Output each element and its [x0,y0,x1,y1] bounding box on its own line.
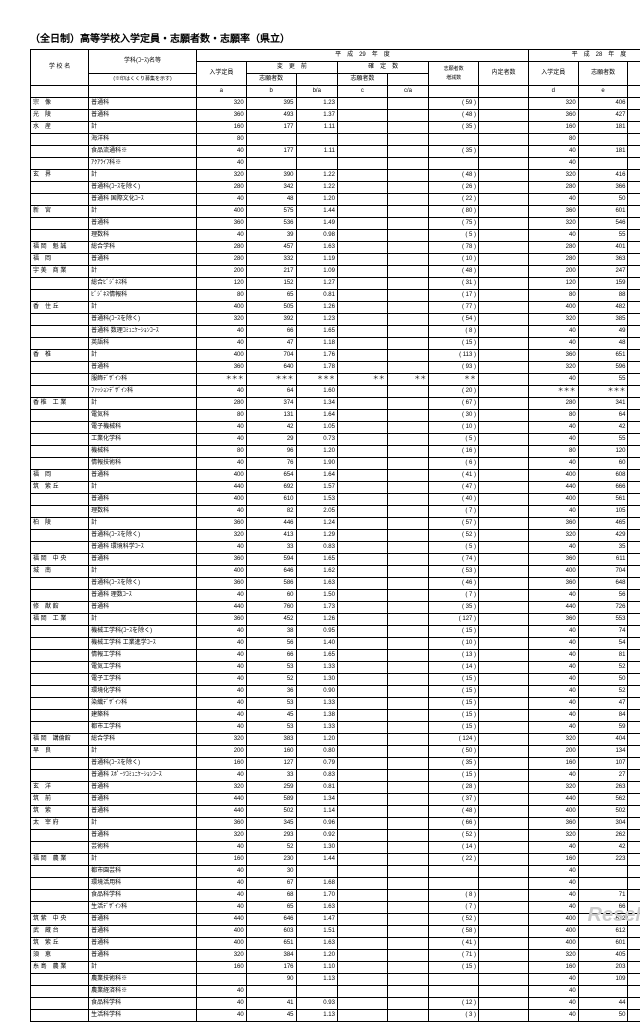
main-table: 学 校 名学科(ｺｰｽ)名等平 成 29 年 度平 成 28 年 度入学定員変 … [30,49,640,1022]
table-row: 玄 洋普通科3202590.81( 28 )3202630.82 [31,782,640,794]
table-row: 修 猷 館普通科4407601.73( 35 )4407261.65 [31,602,640,614]
col-school: 学 校 名 [31,50,89,86]
table-row: 都市園芸科4030 40 [31,866,640,878]
table-row: 機械工学科(ｺｰｽを除く)40380.95( 15 )40741.85 [31,626,640,638]
table-row: 普通科3606401.78( 93 )3205961.86 [31,362,640,374]
table-row: 香 椎計4007041.76( 113 )3606511.81 [31,350,640,362]
table-row: 農業経済科※40 40 [31,986,640,998]
table-row: 普通科3605361.49( 75 )3205461.71 [31,218,640,230]
table-row: 芸術科40521.30( 14 )40421.05 [31,842,640,854]
table-row: 環境化学科40360.90( 15 )40521.30 [31,686,640,698]
table-row: 環境活用科40671.68 400.98 [31,878,640,890]
table-row: 須 恵普通科3203841.20( 71 )3204051.27 [31,950,640,962]
table-row: 水 産計1601771.11( 35 )1601811.13 [31,122,640,134]
table-row: 生活科学科40451.13( 3 )40501.25 [31,1010,640,1022]
table-row: 福 岡 工 業計3604521.26( 127 )3605531.54 [31,614,640,626]
table-row: 香 椎 工 業計2803741.34( 67 )2803411.22 [31,398,640,410]
table-row: 宗 像普通科3203951.23( 59 )3204061.27 [31,98,640,110]
table-row: 普通科(ｺｰｽを除く)3203921.23( 54 )3203851.20 [31,314,640,326]
h28: 平 成 28 年 度 [528,50,640,62]
table-row: 筑 紫普通科4405021.14( 48 )4005021.26 [31,806,640,818]
table-row: 電子機械科40421.05( 10 )40421.05 [31,422,640,434]
table-row: 普通科(ｺｰｽを除く)3204131.29( 52 )3204291.34 [31,530,640,542]
table-row: 食品科学科40410.93( 12 )40441.10 [31,998,640,1010]
table-row: 香 住 丘計4005051.26( 77 )4004821.21 [31,302,640,314]
table-row: 筑 前普通科4405891.34( 37 )4405621.28 [31,794,640,806]
table-row: ﾌｧｯｼｮﾝﾃﾞｻﾞｲﾝ科40641.60( 20 )＊＊＊＊＊＊＊＊＊ [31,386,640,398]
table-row: 農業技術科※901.13 401091.36 [31,974,640,986]
table-row: 城 南計4006461.62( 53 )4007041.76 [31,566,640,578]
table-row: 福 岡 講倫館総合学科3203831.20( 124 )3204041.26 [31,734,640,746]
table-row: 生活ﾃﾞｻﾞｲﾝ科40651.63( 7 )40661.65 [31,902,640,914]
table-row: 筑 紫 中 央普通科4406461.47( 52 )4006321.58 [31,914,640,926]
table-row: 普通科3202930.92( 52 )3202620.82 [31,830,640,842]
table-row: 武 蔵 台普通科4006031.51( 58 )4006121.53 [31,926,640,938]
table-row: 工業化学科40290.73( 5 )40551.38 [31,434,640,446]
table-row: 機械工学科 工業進学ｺｰｽ40561.40( 10 )40541.35 [31,638,640,650]
table-row: 福 岡 中 央普通科3605941.65( 74 )3606111.70 [31,554,640,566]
table-row: 福 岡普通科2803321.19( 10 )2803631.30 [31,254,640,266]
table-row: 柏 陵計3604461.24( 57 )3604651.29 [31,518,640,530]
table-row: 都市工学科40531.33( 15 )40591.48 [31,722,640,734]
table-row: 建築科40451.38( 15 )40841.40 [31,710,640,722]
table-row: 総合ﾋﾞｼﾞﾈｽ科1201521.27( 31 )1201591.33 [31,278,640,290]
table-row: 糸 島 農 業計1601761.10( 15 )1602031.27 [31,962,640,974]
table-row: 電気科801311.64( 30 )80640.80 [31,410,640,422]
page-title: （全日制）高等学校入学定員・志願者数・志願率（県立） [30,30,640,45]
table-row: 福 岡 魁 誠総合学科2804571.63( 78 )2804011.43 [31,242,640,254]
table-row: 理数科40822.05( 7 )401052.63 [31,506,640,518]
table-row: 情報技術科40761.90( 6 )40601.50 [31,458,640,470]
h29: 平 成 29 年 度 [196,50,528,62]
table-row: 機械科80961.20( 16 )801201.50 [31,446,640,458]
table-row: ｱｸｱﾗｲﾌ科※40 40 [31,158,640,170]
table-row: ﾋﾞｼﾞﾈｽ情報科80650.81( 17 )80881.10 [31,290,640,302]
watermark: ReseMom [588,904,640,927]
table-row: 普通科(ｺｰｽを除く)1601270.79( 35 )1601070.67 [31,758,640,770]
table-row: 普通科(ｺｰｽを除く)3605861.63( 46 )3606481.80 [31,578,640,590]
table-row: 普通科 理数ｺｰｽ40601.50( 7 )40561.40 [31,590,640,602]
table-row: 海洋科80 80 [31,134,640,146]
table-row: 普通科4006101.53( 40 )4005611.40 [31,494,640,506]
table-row: 電子工学科40521.30( 15 )40501.25 [31,674,640,686]
table-row: 染織ﾃﾞｻﾞｲﾝ科40531.33( 15 )40471.18 [31,698,640,710]
table-row: 筑 紫 丘計4406921.57( 47 )4406661.51 [31,482,640,494]
table-row: 服飾ﾃﾞｻﾞｲﾝ科＊＊＊＊＊＊＊＊＊＊＊＊＊ ＊＊ 40551.38 [31,374,640,386]
table-row: 英語科40471.18( 15 )40481.20 [31,338,640,350]
table-row: 普通科(ｺｰｽを除く)2803421.22( 26 )2803661.31 [31,182,640,194]
table-row: 光 陵普通科3604931.37( 48 )3604271.33 [31,110,640,122]
table-row: 情報工学科40661.65( 13 )40812.03 [31,650,640,662]
table-row: 普通科 ｽﾎﾟｰﾂｺﾐｭﾆｹｰｼｮﾝｺｰｽ40330.83( 15 )40270… [31,770,640,782]
table-row: 福 岡 農 業計1602301.44( 22 )1602231.39 [31,854,640,866]
table-row: 理数科40390.98( 5 )40551.38 [31,230,640,242]
table-row: 太 宰 府計3603450.96( 66 )3603040.84 [31,818,640,830]
table-row: 玄 界計3203901.22( 48 )3204161.30 [31,170,640,182]
col-dept: 学科(ｺｰｽ)名等 [89,50,197,74]
table-row: 食品科学科40681.70( 8 )40711.78 [31,890,640,902]
table-row: 宇 美 商 業計2002171.09( 48 )2002471.24 [31,266,640,278]
table-row: 新 宮計4005751.44( 80 )3606011.67 [31,206,640,218]
table-row: 普通科 国際文化ｺｰｽ40481.20( 22 )40501.25 [31,194,640,206]
table-row: 早 良計2001600.80( 50 )2001340.67 [31,746,640,758]
table-row: 筑 紫 丘普通科4006511.63( 41 )4006011.50 [31,938,640,950]
table-row: 食品流通科※401771.11( 35 )401811.13 [31,146,640,158]
table-row: 普通科 数理ｺﾐｭﾆｹｰｼｮﾝｺｰｽ40661.65( 8 )40491.23 [31,326,640,338]
table-row: 福 岡普通科4006541.64( 41 )4006081.52 [31,470,640,482]
table-row: 普通科 環境科学ｺｰｽ40330.83( 5 )40350.88 [31,542,640,554]
table-row: 電気工学科40531.33( 14 )40521.30 [31,662,640,674]
